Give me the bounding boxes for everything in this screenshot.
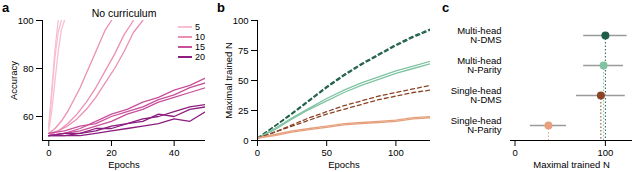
- svg-text:Single-headN-DMS: Single-headN-DMS: [451, 85, 502, 106]
- html-text:5: 5: [195, 22, 200, 32]
- svg-text:100: 100: [597, 147, 613, 158]
- svg-text:25: 25: [238, 105, 249, 116]
- svg-text:40: 40: [169, 147, 180, 158]
- svg-text:Epochs: Epochs: [108, 159, 140, 170]
- svg-text:100: 100: [18, 15, 34, 26]
- svg-text:No curriculum: No curriculum: [92, 7, 157, 19]
- svg-text:0: 0: [46, 147, 51, 158]
- html-text:20: 20: [195, 52, 205, 62]
- svg-text:0: 0: [512, 147, 517, 158]
- svg-text:50: 50: [238, 75, 249, 86]
- svg-text:0: 0: [243, 135, 248, 146]
- html-text:10: 10: [195, 32, 205, 42]
- svg-text:50: 50: [321, 147, 332, 158]
- svg-text:Multi-headN-Parity: Multi-headN-Parity: [457, 55, 502, 76]
- svg-text:100: 100: [233, 15, 249, 26]
- svg-text:75: 75: [238, 45, 249, 56]
- svg-text:60: 60: [23, 111, 34, 122]
- svg-text:Maximal trained N: Maximal trained N: [533, 159, 610, 170]
- html-text:a: a: [2, 0, 10, 15]
- svg-text:80: 80: [23, 63, 34, 74]
- svg-text:20: 20: [106, 147, 117, 158]
- svg-text:Epochs: Epochs: [328, 159, 360, 170]
- svg-text:Accuracy: Accuracy: [8, 61, 19, 100]
- html-text:b: b: [217, 0, 225, 15]
- html-text:15: 15: [195, 42, 205, 52]
- svg-text:Multi-headN-DMS: Multi-headN-DMS: [457, 25, 501, 46]
- svg-text:Maximal trained N: Maximal trained N: [223, 42, 234, 119]
- svg-text:100: 100: [388, 147, 404, 158]
- svg-text:0: 0: [255, 147, 260, 158]
- html-text:c: c: [442, 0, 450, 15]
- svg-text:Single-headN-Parity: Single-headN-Parity: [451, 115, 502, 135]
